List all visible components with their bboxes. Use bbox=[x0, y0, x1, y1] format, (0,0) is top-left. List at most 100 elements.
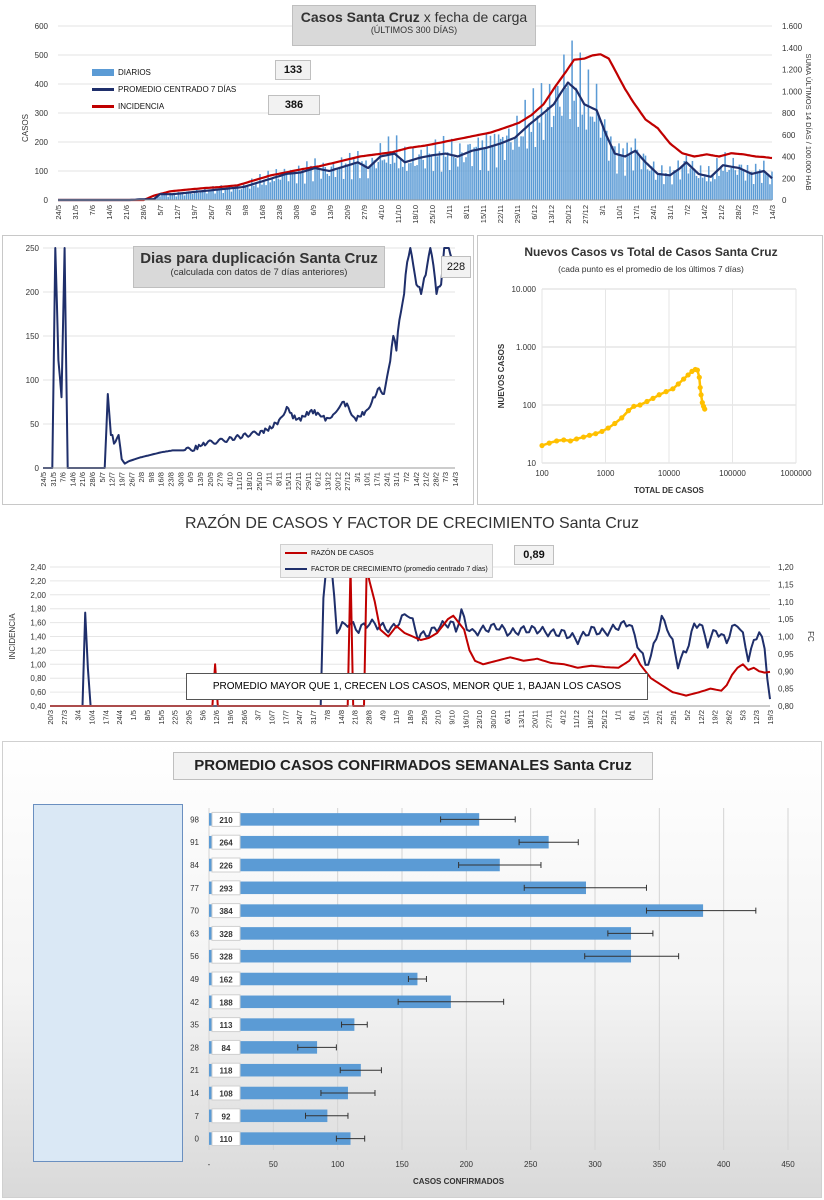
bar-diarios bbox=[499, 138, 502, 200]
bar-diarios bbox=[399, 158, 402, 200]
bar-diarios bbox=[383, 159, 386, 200]
scatter-point bbox=[663, 389, 669, 395]
x-tick-label: 27/11 bbox=[544, 710, 553, 728]
bar-label-bg bbox=[211, 834, 241, 850]
bar-value-label: 188 bbox=[219, 998, 233, 1007]
x-tick-label: 11/10 bbox=[394, 205, 403, 223]
scatter-point bbox=[605, 425, 611, 431]
bar-diarios bbox=[559, 106, 561, 200]
scatter-point bbox=[554, 438, 560, 444]
x-tick-label: 400 bbox=[717, 1160, 731, 1169]
bar-diarios bbox=[612, 146, 614, 200]
bar-diarios bbox=[461, 152, 463, 200]
row-dias: 35 bbox=[190, 1021, 199, 1030]
bar-diarios bbox=[616, 173, 618, 200]
legend-label-promedio: PROMEDIO CENTRADO 7 DÍAS bbox=[118, 85, 237, 94]
y-tick-label: 2,40 bbox=[30, 563, 46, 572]
bar-diarios bbox=[767, 173, 769, 200]
bar-diarios bbox=[624, 175, 626, 200]
bar-diarios bbox=[532, 88, 535, 200]
y2-tick-label: 1.600 bbox=[782, 22, 803, 31]
y-tick-label: 400 bbox=[35, 80, 49, 89]
bar-diarios bbox=[457, 166, 459, 200]
bar-value-label: 113 bbox=[220, 1021, 233, 1030]
bar-diarios bbox=[583, 104, 586, 200]
bar-diarios bbox=[650, 166, 653, 200]
bar-diarios bbox=[569, 119, 571, 200]
x-tick-label: 6/12 bbox=[530, 205, 539, 220]
y-tick-label: 100 bbox=[523, 401, 537, 410]
y2-tick-label: 1.000 bbox=[782, 87, 803, 96]
bar-diarios bbox=[283, 168, 286, 200]
chart-razon-note: PROMEDIO MAYOR QUE 1, CRECEN LOS CASOS, … bbox=[186, 673, 648, 700]
y-tick-label: 1,40 bbox=[30, 633, 46, 642]
bar-diarios bbox=[212, 186, 214, 200]
row-dias: 77 bbox=[190, 884, 199, 893]
bar-label-bg bbox=[211, 811, 241, 827]
bar-diarios bbox=[377, 161, 380, 200]
x-tick-label: 30/10 bbox=[489, 710, 498, 729]
x-tick-label: 11/12 bbox=[572, 710, 581, 728]
x-tick-label: 24/5 bbox=[39, 472, 48, 487]
bar-diarios bbox=[575, 87, 577, 200]
bar-diarios bbox=[432, 171, 435, 200]
bar-diarios bbox=[669, 166, 671, 200]
row-dias: 0 bbox=[195, 1135, 200, 1144]
bar-diarios bbox=[703, 176, 706, 200]
bar-diarios bbox=[330, 166, 333, 200]
x-tick-label: 21/6 bbox=[122, 205, 131, 220]
y-tick-label: 200 bbox=[26, 288, 40, 297]
bar-diarios bbox=[620, 155, 622, 200]
x-tick-label: 1/5 bbox=[129, 710, 138, 720]
x-tick-label: 7/6 bbox=[88, 205, 97, 215]
x-axis-label: TOTAL DE CASOS bbox=[634, 486, 704, 495]
bar-diarios bbox=[387, 136, 390, 200]
bar-diarios bbox=[699, 165, 702, 200]
x-tick-label: 30/8 bbox=[292, 205, 301, 220]
bar-diarios bbox=[483, 148, 486, 200]
bar-diarios bbox=[573, 100, 575, 200]
chart-razon-svg: 0,40 0,60 0,80 1,00 1,20 1,40 1,60 1,80 2,00 2,20… bbox=[8, 563, 815, 729]
bar-diarios bbox=[291, 170, 294, 200]
bar-weekly bbox=[209, 904, 704, 917]
bar-diarios bbox=[220, 185, 222, 200]
x-tick-label: 29/1 bbox=[669, 710, 678, 725]
bar-diarios bbox=[622, 148, 624, 200]
x-tick-label: 10/4 bbox=[88, 710, 97, 725]
bar-diarios bbox=[181, 192, 184, 200]
bar-diarios bbox=[255, 183, 257, 200]
bar-diarios bbox=[497, 134, 500, 200]
bar-diarios bbox=[259, 174, 261, 200]
x-tick-label: 12/7 bbox=[173, 205, 182, 220]
x-tick-label: 5/3 bbox=[738, 710, 747, 720]
chart-casos-subtitle: (ÚLTIMOS 300 DÍAS) bbox=[370, 25, 458, 35]
legend-swatch-razon bbox=[285, 552, 307, 554]
bar-diarios bbox=[516, 115, 518, 200]
y-tick-label: 1,80 bbox=[30, 605, 46, 614]
row-dias: 21 bbox=[190, 1066, 199, 1075]
x-tick-label: 14/6 bbox=[105, 205, 114, 220]
x-tick-label: 16/8 bbox=[258, 205, 267, 220]
y2-tick-label: 800 bbox=[782, 109, 796, 118]
y-tick-label: 500 bbox=[35, 51, 49, 60]
bar-value-label: 84 bbox=[222, 1044, 231, 1053]
bar-diarios bbox=[632, 170, 635, 200]
chart-razon-title: RAZÓN DE CASOS Y FACTOR DE CRECIMIENTO S… bbox=[184, 515, 640, 532]
x-tick-label: 450 bbox=[781, 1160, 795, 1169]
bar-diarios bbox=[679, 179, 681, 200]
bar-diarios bbox=[316, 167, 318, 200]
bar-diarios bbox=[446, 152, 449, 200]
bar-diarios bbox=[765, 173, 767, 200]
x-tick-label: - bbox=[208, 1160, 211, 1169]
bar-diarios bbox=[442, 135, 445, 200]
bar-diarios bbox=[744, 180, 747, 200]
bar-diarios bbox=[597, 116, 600, 200]
y2-tick-label: 0 bbox=[782, 196, 787, 205]
bar-diarios bbox=[491, 145, 494, 200]
scatter-point bbox=[567, 438, 573, 444]
bar-diarios bbox=[216, 189, 218, 200]
bar-diarios bbox=[724, 152, 726, 200]
bar-diarios bbox=[487, 170, 490, 200]
y-tick-label: 600 bbox=[35, 22, 49, 31]
y-tick-label: 2,00 bbox=[30, 591, 46, 600]
